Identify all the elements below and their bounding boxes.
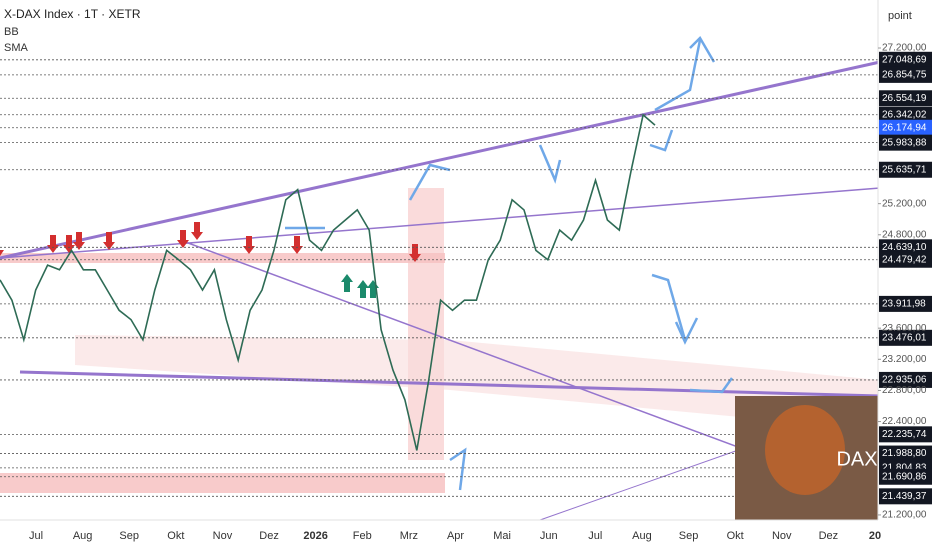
price-level-label: 23.911,98 <box>882 299 926 310</box>
price-level-label: 23.476,01 <box>882 332 927 343</box>
x-tick-label: Okt <box>727 530 744 542</box>
y-tick-label: 22.400,00 <box>882 416 927 427</box>
trendlines <box>0 60 881 521</box>
price-level-tag <box>879 161 932 178</box>
x-tick-label: Jun <box>540 530 558 542</box>
x-tick-label: Jul <box>588 530 602 542</box>
plot <box>0 59 878 497</box>
x-tick-label: Mai <box>493 530 511 542</box>
arrows <box>285 35 734 491</box>
price-level-tag <box>879 329 932 346</box>
y-tick-label: 21.200,00 <box>882 510 927 521</box>
signals <box>0 222 421 298</box>
price-level-tag <box>879 106 932 123</box>
y-tick-label: 25.200,00 <box>882 198 927 209</box>
x-tick-label: 2026 <box>303 530 327 542</box>
price-level-label: 26.554,19 <box>882 93 927 104</box>
price-level-tag <box>879 445 932 462</box>
x-tick-label: Sep <box>119 530 139 542</box>
chart-title: X-DAX Index · 1T · XETR <box>4 7 141 21</box>
y-tick-label: 22.800,00 <box>882 385 927 396</box>
price-level-tag <box>879 134 932 151</box>
price-level-label: 24.479,42 <box>882 254 927 265</box>
price-level-tag <box>879 488 932 505</box>
x-tick-label: Nov <box>213 530 233 542</box>
price-level-label: 21.690,86 <box>882 471 927 482</box>
indicator: BB <box>4 26 19 38</box>
axis-unit: point <box>888 10 912 22</box>
y-tick-label: 27.200,00 <box>882 43 927 54</box>
price-level-tag <box>879 468 932 485</box>
price-level-tag <box>879 66 932 83</box>
x-tick-label: Dez <box>819 530 839 542</box>
price-level-label: 24.639,10 <box>882 242 927 253</box>
x-tick-label: Dez <box>259 530 279 542</box>
y-tick-label: 24.800,00 <box>882 229 927 240</box>
price-level-label: 25.635,71 <box>882 164 927 175</box>
photo-subject <box>765 405 845 495</box>
y-tick-label: 23.600,00 <box>882 323 927 334</box>
zones <box>0 188 880 493</box>
x-tick-label: Aug <box>73 530 93 542</box>
price-level-label: 26.174,94 <box>882 122 927 133</box>
y-tick-label: 23.200,00 <box>882 354 927 365</box>
price-level-tag <box>879 251 932 268</box>
price-level-label: 22.235,74 <box>882 429 927 440</box>
price-level-tag <box>879 371 932 388</box>
price-level-tag <box>879 119 932 136</box>
x-tick-label: Apr <box>447 530 464 542</box>
indicator: SMA <box>4 42 29 54</box>
price-level-tag <box>879 239 932 256</box>
price-level-label: 27.048,69 <box>882 54 927 65</box>
price-level-label: 22.935,06 <box>882 375 927 386</box>
x-tick-label: Mrz <box>400 530 418 542</box>
x-tick-label: Aug <box>632 530 652 542</box>
price-level-label: 26.342,02 <box>882 109 927 120</box>
x-tick-label: Feb <box>353 530 372 542</box>
price-line <box>0 113 656 451</box>
x-tick-label: Sep <box>679 530 699 542</box>
photo-caption: DAX <box>836 448 877 470</box>
price-level-label: 21.804,83 <box>882 463 927 474</box>
x-tick-label: Nov <box>772 530 792 542</box>
price-level-tag <box>879 295 932 312</box>
price-level-tag <box>879 90 932 107</box>
price-level-tag <box>879 51 932 68</box>
price-level-tag <box>879 426 932 443</box>
price-level-label: 26.854,75 <box>882 70 927 81</box>
price-level-label: 25.983,88 <box>882 137 927 148</box>
price-level-label: 21.988,80 <box>882 448 927 459</box>
x-tick-label: Jul <box>29 530 43 542</box>
x-tick-label: 20 <box>869 530 881 542</box>
price-level-label: 21.439,37 <box>882 491 927 502</box>
x-tick-label: Okt <box>167 530 184 542</box>
